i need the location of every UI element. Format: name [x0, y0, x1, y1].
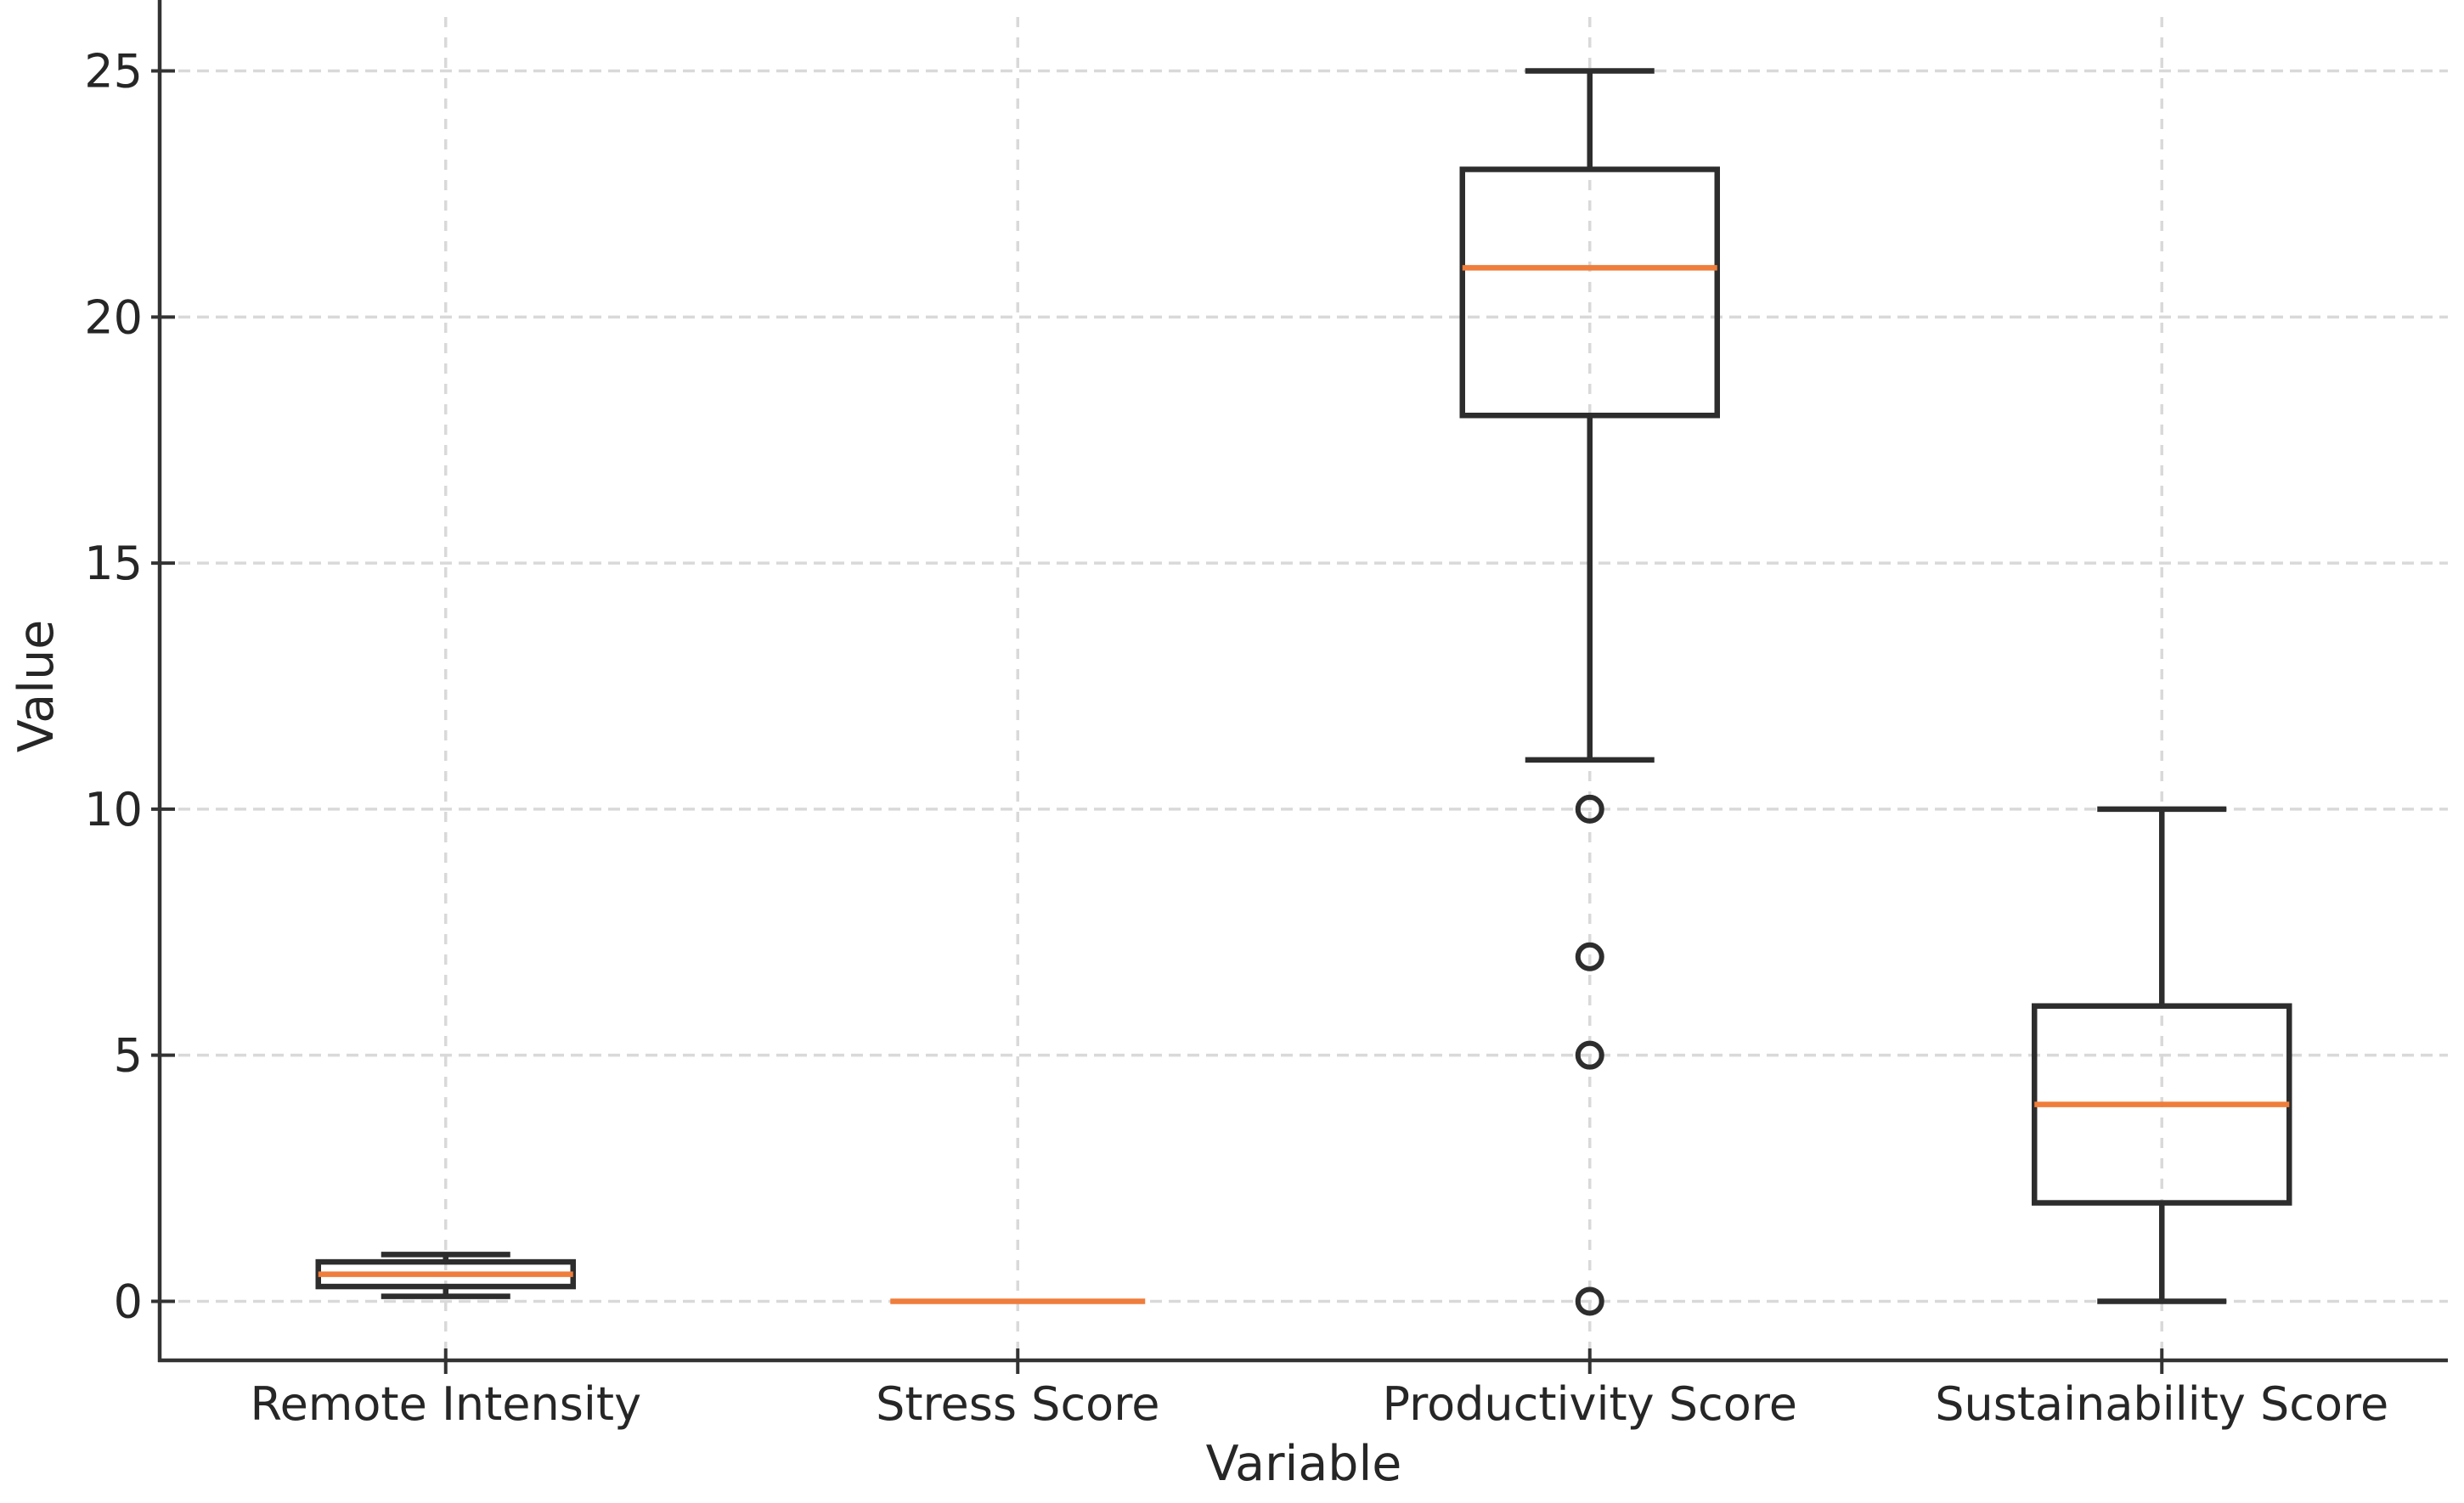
outlier-marker-productivity-score-5: [1575, 1040, 1604, 1070]
y-axis-title: Value: [8, 620, 65, 753]
gridlines: [160, 17, 2448, 1359]
x-tick-label-remote-intensity: Remote Intensity: [250, 1377, 641, 1431]
x-tick-label-sustainability-score: Sustainability Score: [1935, 1377, 2388, 1431]
y-tick-label-10: 10: [84, 783, 143, 836]
boxplot-sustainability-score: [2032, 806, 2292, 1304]
outlier-marker-productivity-score-10: [1575, 794, 1604, 824]
x-tick-label-productivity-score: Productivity Score: [1382, 1377, 1797, 1431]
outlier-marker-productivity-score-0: [1575, 1286, 1604, 1316]
axes-spines: [157, 0, 2448, 1363]
iqr-box-productivity-score: [1459, 166, 1720, 419]
axis-ticks: [151, 69, 2164, 1374]
x-axis-title: Variable: [1206, 1436, 1402, 1492]
y-tick-label-5: 5: [114, 1029, 143, 1083]
x-tick-label-stress-score: Stress Score: [876, 1377, 1159, 1431]
y-tick-label-0: 0: [114, 1275, 143, 1328]
boxplot-productivity-score: [1459, 68, 1720, 1316]
outlier-marker-productivity-score-7: [1575, 942, 1604, 971]
y-tick-label-25: 25: [84, 45, 143, 99]
y-tick-label-15: 15: [84, 537, 143, 590]
tick-labels: 0 5 10 15 20 25 Remote Intensity Stress Score Pr…: [84, 45, 2388, 1431]
y-tick-label-20: 20: [84, 290, 143, 344]
boxplot-remote-intensity: [315, 1252, 576, 1299]
box-glyphs: [315, 68, 2292, 1316]
